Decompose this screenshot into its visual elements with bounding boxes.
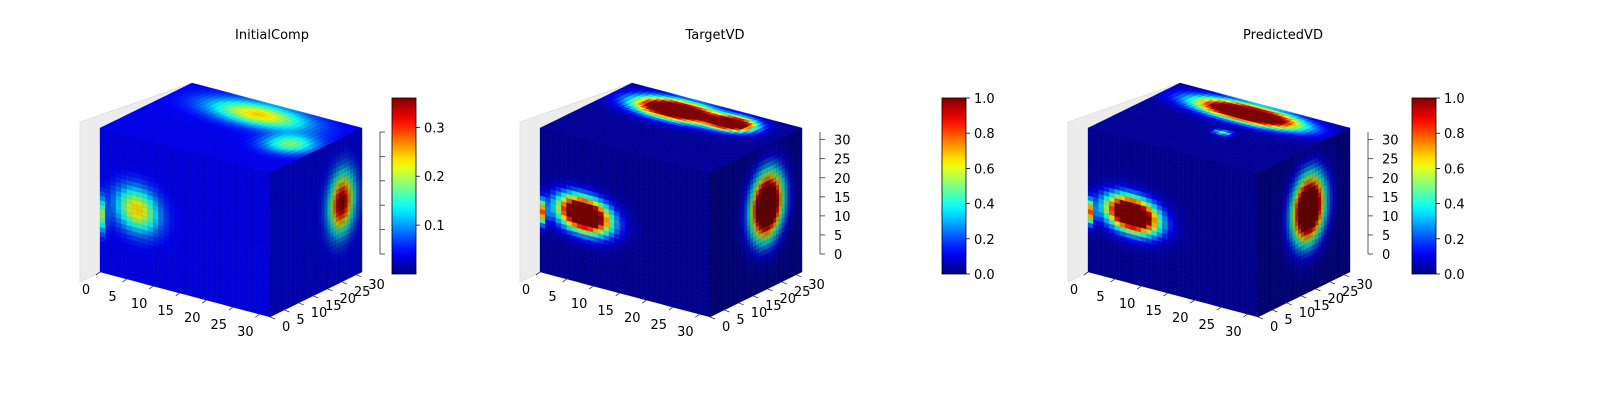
- y-tick: [284, 309, 290, 313]
- plot-title: TargetVD: [684, 28, 744, 43]
- x-tick: [255, 313, 260, 318]
- colorbar-gradient: [391, 97, 417, 275]
- x-tick: [228, 306, 234, 311]
- y-tick: [356, 274, 362, 278]
- x-tick-label: 10: [131, 297, 148, 312]
- colorbar-tick-label: 0.1: [424, 219, 445, 234]
- plot-title: InitialComp: [235, 28, 309, 43]
- x-tick-label: 5: [108, 290, 116, 305]
- colorbar-tick-label: 0.3: [424, 121, 445, 136]
- x-tick: [122, 278, 127, 283]
- y-tick: [269, 316, 276, 320]
- x-tick: [175, 292, 180, 297]
- colorbar-tick-label: 0.2: [424, 170, 445, 185]
- y-tick: [298, 302, 304, 306]
- y-tick-label: 30: [368, 278, 385, 293]
- x-tick-label: 30: [237, 325, 254, 340]
- voxel-faces: [99, 82, 363, 318]
- y-tick: [312, 295, 319, 299]
- voxel-faces: [539, 82, 803, 318]
- x-tick-label: 20: [184, 311, 201, 326]
- y-tick-label: 0: [282, 320, 290, 335]
- x-tick-label: 25: [211, 318, 228, 333]
- y-tick: [341, 281, 348, 285]
- x-tick: [148, 285, 154, 290]
- subplot-targetvd: TargetVD 0 5 10 15 20 25 30 0 5 10152025300510152…: [519, 28, 995, 340]
- colorbar: 0.1 0.2 0.3: [391, 97, 445, 275]
- x-tick: [202, 299, 207, 304]
- x-tick-label: 15: [157, 304, 174, 319]
- x-tick-label: 0: [82, 283, 90, 298]
- y-tick-label: 5: [296, 313, 304, 328]
- y-tick: [327, 288, 333, 292]
